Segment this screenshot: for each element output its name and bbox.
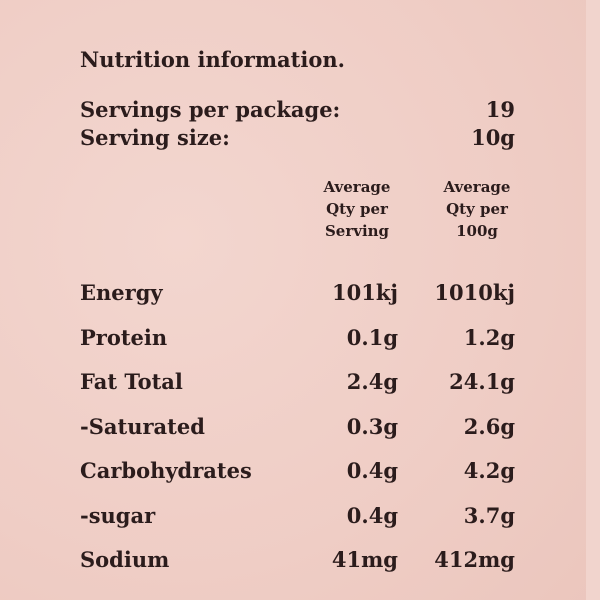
column-header: Qty per bbox=[326, 200, 388, 218]
per-100g: 412mg bbox=[434, 547, 515, 572]
per-100g: 4.2g bbox=[463, 458, 515, 483]
per-serving: 0.4g bbox=[346, 458, 398, 483]
per-100g: 1.2g bbox=[463, 324, 515, 350]
column-header: 100g bbox=[456, 222, 498, 240]
serving-label: Servings per package: bbox=[80, 97, 341, 122]
title: Nutrition information. bbox=[80, 47, 345, 72]
per-serving: 0.1g bbox=[346, 324, 398, 350]
per-serving: 101kj bbox=[332, 280, 398, 305]
serving-label: Serving size: bbox=[80, 125, 230, 150]
per-100g: 24.1g bbox=[449, 369, 515, 394]
per-serving: 0.3g bbox=[346, 413, 398, 439]
nutrient-name: Carbohydrates bbox=[80, 458, 252, 483]
per-serving: 0.4g bbox=[346, 502, 398, 528]
column-header: Average bbox=[443, 178, 511, 196]
nutrient-name: -Saturated bbox=[80, 413, 205, 439]
nutrient-name: Protein bbox=[80, 324, 168, 350]
nutrient-name: Energy bbox=[80, 280, 163, 305]
per-serving: 2.4g bbox=[346, 369, 398, 394]
paper-edge bbox=[586, 0, 600, 600]
column-header: Average bbox=[323, 178, 391, 196]
serving-value: 19 bbox=[485, 97, 515, 122]
per-100g: 2.6g bbox=[463, 413, 515, 439]
nutrient-name: Sodium bbox=[80, 547, 170, 572]
per-serving: 41mg bbox=[331, 547, 398, 572]
column-header: Serving bbox=[324, 222, 390, 240]
per-100g: 3.7g bbox=[463, 502, 515, 528]
per-100g: 1010kj bbox=[434, 280, 515, 305]
column-header: Qty per bbox=[446, 200, 508, 218]
serving-value: 10g bbox=[471, 125, 515, 150]
nutrient-name: Fat Total bbox=[80, 369, 183, 394]
nutrient-name: -sugar bbox=[80, 502, 156, 528]
